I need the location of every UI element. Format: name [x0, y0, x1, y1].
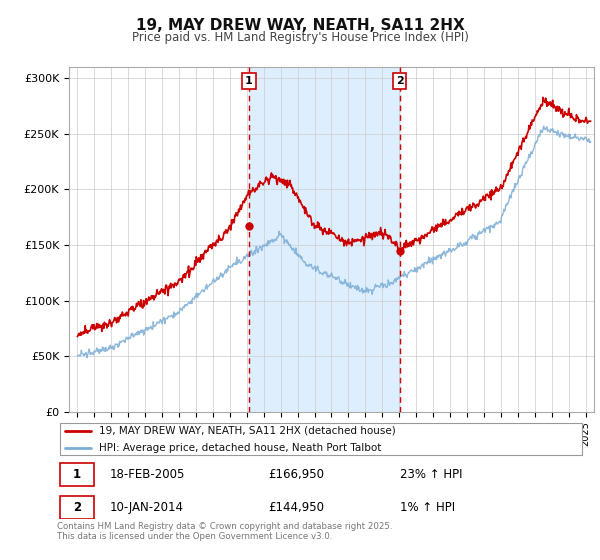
Text: 23% ↑ HPI: 23% ↑ HPI: [400, 468, 463, 481]
Text: 18-FEB-2005: 18-FEB-2005: [110, 468, 185, 481]
Text: 1% ↑ HPI: 1% ↑ HPI: [400, 501, 455, 514]
Text: £166,950: £166,950: [268, 468, 324, 481]
FancyBboxPatch shape: [59, 423, 583, 455]
Text: 19, MAY DREW WAY, NEATH, SA11 2HX: 19, MAY DREW WAY, NEATH, SA11 2HX: [136, 18, 464, 33]
Text: 19, MAY DREW WAY, NEATH, SA11 2HX (detached house): 19, MAY DREW WAY, NEATH, SA11 2HX (detac…: [99, 426, 396, 436]
Text: HPI: Average price, detached house, Neath Port Talbot: HPI: Average price, detached house, Neat…: [99, 443, 382, 453]
Text: 2: 2: [396, 76, 404, 86]
Text: 1: 1: [73, 468, 81, 481]
Text: 1: 1: [245, 76, 253, 86]
Text: 2: 2: [73, 501, 81, 514]
FancyBboxPatch shape: [59, 463, 94, 486]
Bar: [249, 67, 400, 412]
Text: £144,950: £144,950: [268, 501, 324, 514]
Text: 10-JAN-2014: 10-JAN-2014: [110, 501, 184, 514]
Text: Contains HM Land Registry data © Crown copyright and database right 2025.
This d: Contains HM Land Registry data © Crown c…: [57, 522, 392, 542]
FancyBboxPatch shape: [59, 496, 94, 519]
Text: Price paid vs. HM Land Registry's House Price Index (HPI): Price paid vs. HM Land Registry's House …: [131, 31, 469, 44]
